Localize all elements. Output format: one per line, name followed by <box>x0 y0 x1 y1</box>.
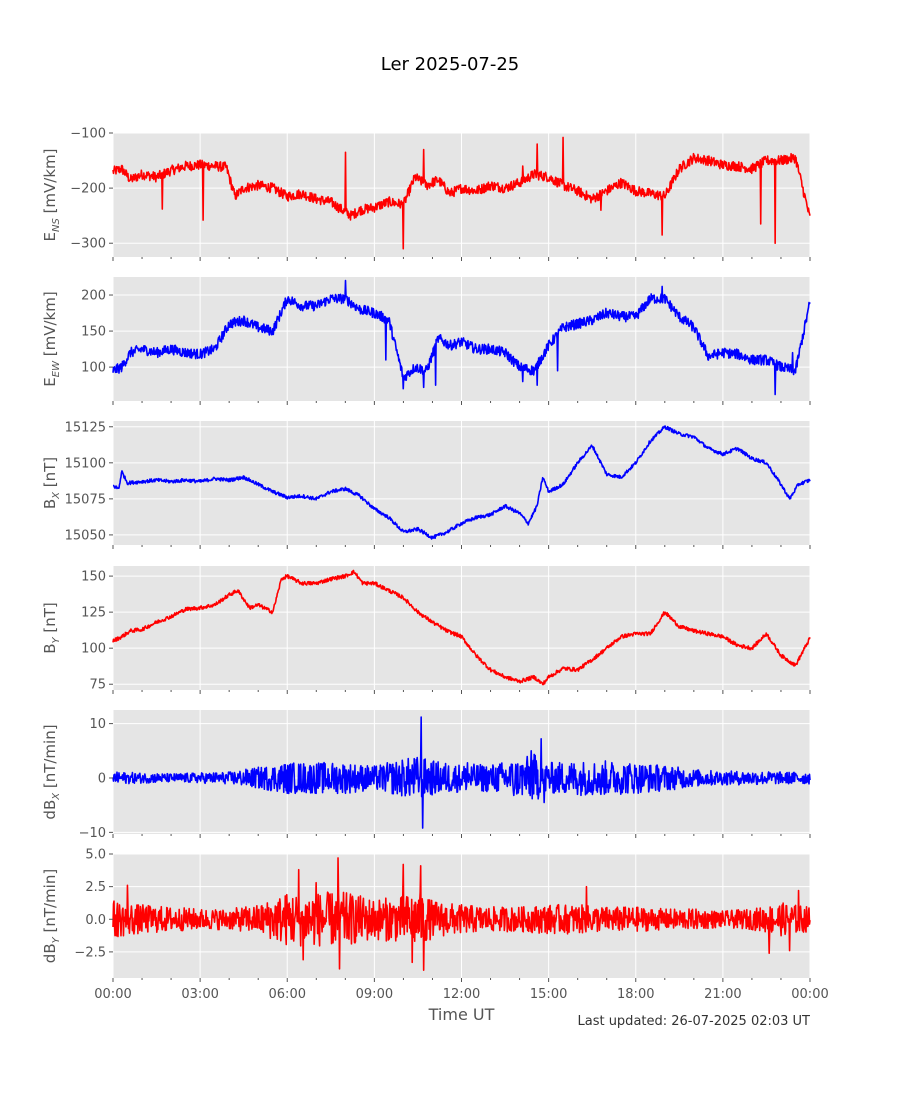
y-tick-label: 100 <box>81 361 106 376</box>
y-tick-label: 125 <box>81 606 106 621</box>
y-axis-label: dBY [nT/min] <box>41 869 62 963</box>
y-axis-label: BY [nT] <box>41 602 62 654</box>
y-tick-label: 200 <box>81 289 106 304</box>
y-tick-label: 10 <box>89 717 106 732</box>
x-tick-label: 00:00 <box>94 987 131 1002</box>
y-axis-label: ENS [mV/km] <box>41 148 62 241</box>
series-line-dby <box>112 857 811 971</box>
last-updated-text: Last updated: 26-07-2025 02:03 UT <box>577 1014 810 1029</box>
y-tick-label: 15125 <box>65 420 106 435</box>
y-axis-label: dBX [nT/min] <box>41 724 62 819</box>
y-tick-label: 150 <box>81 325 106 340</box>
y-tick-label: 0.0 <box>85 913 106 928</box>
x-tick-label: 18:00 <box>617 987 654 1002</box>
y-tick-label: 150 <box>81 570 106 585</box>
y-tick-label: −10 <box>79 826 106 841</box>
y-tick-label: 2.5 <box>85 880 106 895</box>
series-line-eew <box>112 279 811 396</box>
y-tick-label: −100 <box>70 127 106 142</box>
y-tick-label: 0 <box>98 771 106 786</box>
chart-title: Ler 2025-07-25 <box>381 54 520 75</box>
y-tick-label: 100 <box>81 642 106 657</box>
y-tick-label: −300 <box>70 237 106 252</box>
x-tick-label: 06:00 <box>269 987 306 1002</box>
series-line-ens <box>112 136 811 250</box>
y-tick-label: 15075 <box>65 492 106 507</box>
x-axis-label: Time UT <box>428 1005 495 1024</box>
y-tick-label: 15100 <box>65 456 106 471</box>
panel-by: 75 100 125 150 BY [nT] <box>41 566 811 694</box>
y-tick-label: −200 <box>70 182 106 197</box>
y-axis-label: EEW [mV/km] <box>41 291 62 386</box>
series-line-by <box>112 569 811 686</box>
x-tick-label: 03:00 <box>181 987 218 1002</box>
y-axis-label: BX [nT] <box>41 457 62 509</box>
y-tick-label: 15050 <box>65 528 106 543</box>
series-line-dbx <box>112 716 811 829</box>
panel-dby: −2.5 0.0 2.5 5.0 dBY [nT/min] 00:00 03:00 06:00… <box>41 848 829 1003</box>
panel-bx: 15050 15075 15100 15125 BX [nT] <box>41 420 811 549</box>
y-tick-label: 75 <box>89 678 106 693</box>
y-tick-label: 5.0 <box>85 848 106 863</box>
y-tick-label: −2.5 <box>74 945 106 960</box>
series-line-bx <box>112 425 811 540</box>
x-tick-label: 09:00 <box>356 987 393 1002</box>
x-tick-label: 12:00 <box>443 987 480 1002</box>
panel-ens: −300 −200 −100 ENS [mV/km] <box>41 127 811 261</box>
x-tick-label: 21:00 <box>704 987 741 1002</box>
x-tick-label: 00:00 <box>791 987 828 1002</box>
panel-eew: 100 150 200 EEW [mV/km] <box>41 277 811 405</box>
panel-dbx: −10 0 10 dBX [nT/min] <box>41 710 811 841</box>
x-tick-label: 15:00 <box>530 987 567 1002</box>
